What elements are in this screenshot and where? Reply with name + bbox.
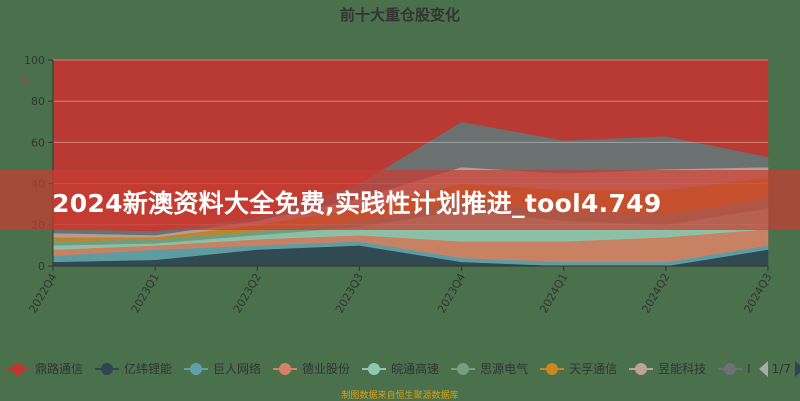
x-tick-label: 2023Q1 [129, 271, 162, 315]
legend: 鼎路通信 亿纬锂能 巨人网络 德业股份 皖通高速 思源电气 天孚通信 昱能科技 I 1/7 [6, 360, 800, 377]
legend-marker-icon [451, 362, 476, 376]
legend-item[interactable]: 思源电气 [451, 360, 528, 377]
legend-label: 德业股份 [302, 362, 351, 376]
next-page-icon[interactable] [794, 360, 800, 377]
x-tick-label: 2023Q2 [231, 271, 264, 315]
legend-label: 亿纬锂能 [124, 362, 173, 376]
legend-page-number: 1/7 [771, 361, 791, 376]
legend-item[interactable]: 德业股份 [273, 360, 350, 377]
y-tick-label: 0 [38, 260, 45, 273]
y-tick-label: 80 [31, 95, 45, 108]
legend-label: 思源电气 [480, 362, 529, 376]
chart-title: 前十大重仓股变化 [339, 6, 460, 24]
legend-label: 天孚通信 [569, 362, 618, 376]
banner-text: 2024新澳资料大全免费,实践性计划推进_tool4.749 [52, 189, 662, 218]
legend-label: 鼎路通信 [35, 362, 84, 376]
legend-marker-icon [6, 362, 30, 376]
legend-item[interactable]: 巨人网络 [184, 360, 261, 377]
legend-marker-icon [273, 362, 298, 376]
x-tick-label: 2022Q4 [27, 271, 60, 315]
legend-label: I [747, 361, 751, 376]
y-tick-label: 60 [31, 136, 45, 149]
x-tick-label: 2024Q2 [639, 271, 672, 315]
legend-label: 昱能科技 [658, 362, 707, 376]
prev-page-icon[interactable] [758, 360, 768, 377]
legend-item[interactable]: 昱能科技 [629, 360, 706, 377]
legend-marker-icon [718, 362, 743, 376]
data-source-note: 制图数据来自恒生聚源数据库 [341, 391, 459, 401]
overlay-banner [0, 170, 800, 230]
legend-marker-icon [629, 362, 654, 376]
y-axis-label: % [20, 76, 28, 85]
x-tick-label: 2023Q3 [333, 271, 366, 315]
legend-item[interactable]: 皖通高速 [362, 360, 439, 377]
legend-marker-icon [540, 362, 565, 376]
x-tick-label: 2023Q4 [435, 271, 468, 315]
legend-item[interactable]: 亿纬锂能 [95, 360, 172, 377]
y-tick-label: 100 [24, 54, 45, 67]
x-tick-label: 2024Q1 [537, 271, 570, 315]
legend-item[interactable]: 鼎路通信 [6, 360, 83, 377]
x-tick-label: 2024Q3 [742, 271, 775, 315]
legend-item[interactable]: 天孚通信 [540, 360, 617, 377]
legend-pager: 1/7 [758, 360, 800, 377]
legend-marker-icon [95, 362, 120, 376]
legend-marker-icon [362, 362, 387, 376]
legend-label: 皖通高速 [391, 362, 440, 376]
legend-label: 巨人网络 [213, 362, 262, 376]
legend-marker-icon [184, 362, 209, 376]
legend-item[interactable]: I [718, 362, 751, 376]
